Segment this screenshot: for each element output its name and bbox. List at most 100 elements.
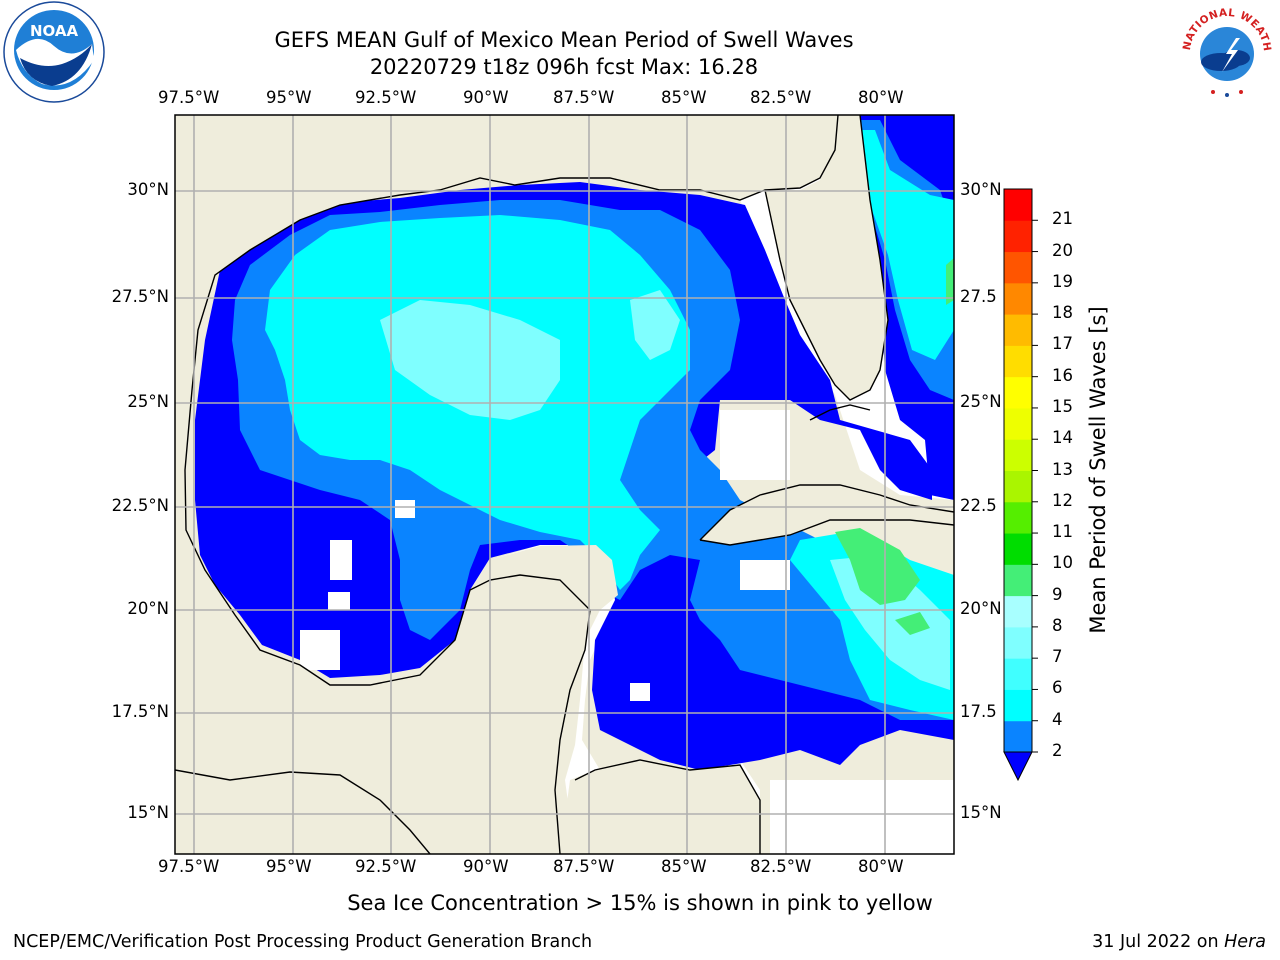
colorbar-tick-label: 8 [1052, 615, 1063, 635]
colorbar-tick-label: 17 [1052, 334, 1073, 354]
lat-tick-left: 27.5°N [111, 287, 169, 306]
nws-logo: NATIONAL WEATHER SERVICE [1172, 0, 1278, 104]
coastline-gulf [184, 115, 839, 854]
lon-tick-top: 95°W [266, 88, 312, 107]
date-stamp: 31 Jul 2022 on Hera [1092, 932, 1266, 952]
lon-tick-bottom: 92.5°W [355, 857, 417, 876]
period-band-8-9-b [630, 290, 680, 360]
colorbar-segment [1004, 595, 1032, 628]
sea-ice-note: Sea Ice Concentration > 15% is shown in … [347, 891, 933, 915]
lat-tick-right: 30°N [960, 180, 1002, 199]
central-america-land [560, 760, 760, 854]
florida-land [765, 115, 888, 400]
atlantic-band-9-10 [946, 258, 954, 305]
lon-tick-bottom: 85°W [661, 857, 707, 876]
lon-tick-bottom: 87.5°W [553, 857, 615, 876]
no-data-patch [300, 630, 340, 670]
lat-tick-left: 22.5°N [111, 496, 169, 515]
texas-coast-land [175, 115, 840, 685]
no-data-patch [740, 560, 790, 590]
chart-subtitle: 20220729 t18z 096h fcst Max: 16.28 [369, 55, 759, 79]
colorbar-segment [1004, 689, 1032, 722]
colorbar-segment [1004, 345, 1032, 378]
colorbar-tick-label: 10 [1052, 553, 1073, 573]
colorbar-extend-triangle [1003, 751, 1033, 782]
colorbar-segment [1004, 251, 1032, 284]
period-band-9-10-b [895, 612, 930, 635]
credit-text: NCEP/EMC/Verification Post Processing Pr… [13, 932, 593, 952]
colorbar-segment [1004, 720, 1032, 753]
cuba-land [700, 485, 954, 545]
colorbar-tick-label: 4 [1052, 709, 1063, 729]
noaa-logo: NOAA [2, 0, 106, 104]
yucatan-land [175, 545, 618, 854]
colorbar-segment [1004, 533, 1032, 565]
no-data-patch [720, 410, 790, 480]
graticule [175, 115, 954, 854]
mexico-land [175, 575, 590, 854]
lon-tick-bottom: 97.5°W [158, 857, 220, 876]
lon-tick-bottom: 90°W [463, 857, 509, 876]
coastline-pacific [175, 769, 431, 854]
colorbar-tick-label: 19 [1052, 271, 1073, 291]
colorbar-tick-label: 11 [1052, 522, 1073, 542]
lon-tick-top: 80°W [858, 88, 904, 107]
colorbar-segment [1004, 220, 1032, 253]
no-data-patch [770, 780, 954, 854]
lon-tick-bottom: 80°W [858, 857, 904, 876]
date-text: 31 Jul 2022 on [1092, 932, 1219, 952]
chart-title: GEFS MEAN Gulf of Mexico Mean Period of … [274, 28, 854, 52]
colorbar-segment [1004, 376, 1032, 409]
colorbar-tick-label: 18 [1052, 303, 1073, 323]
lon-tick-top: 87.5°W [553, 88, 615, 107]
no-data-patch [395, 500, 415, 518]
colorbar-segment [1004, 189, 1032, 221]
colorbar-tick-label: 20 [1052, 240, 1073, 260]
colorbar-segment [1004, 626, 1032, 659]
no-data-patch [630, 683, 650, 701]
lon-tick-top: 85°W [661, 88, 707, 107]
lon-tick-bottom: 82.5°W [750, 857, 812, 876]
coastline-central-america [574, 759, 761, 854]
lat-tick-left: 20°N [127, 599, 169, 618]
colorbar-tick-label: 21 [1052, 209, 1073, 229]
colorbar-tick-label: 9 [1052, 584, 1063, 604]
lat-tick-left: 30°N [127, 180, 169, 199]
lat-tick-right: 27.5 [960, 287, 997, 306]
lat-tick-left: 17.5°N [111, 702, 169, 721]
colorbar-tick-label: 14 [1052, 428, 1073, 448]
colorbar-segment [1004, 501, 1032, 534]
lon-tick-top: 92.5°W [355, 88, 417, 107]
colorbar-tick-label: 16 [1052, 365, 1073, 385]
lon-tick-top: 97.5°W [158, 88, 220, 107]
colorbar-tick-label: 6 [1052, 678, 1063, 698]
colorbar-segment [1004, 314, 1032, 346]
lat-tick-left: 25°N [127, 392, 169, 411]
colorbar-tick-label: 15 [1052, 396, 1073, 416]
lat-tick-left: 15°N [127, 803, 169, 822]
colorbar-segment [1004, 470, 1032, 503]
lon-tick-top: 90°W [463, 88, 509, 107]
lat-tick-right: 17.5 [960, 702, 997, 721]
lat-tick-right: 15°N [960, 803, 1002, 822]
no-data-patch [328, 592, 350, 610]
colorbar-tick-label: 7 [1052, 647, 1063, 667]
colorbar-segment [1004, 439, 1032, 471]
colorbar-segment [1004, 407, 1032, 440]
no-data-patch [330, 540, 352, 580]
colorbar-label: Mean Period of Swell Waves [s] [1086, 306, 1110, 634]
map-frame [174, 114, 955, 855]
host-text: Hera [1224, 932, 1266, 952]
coastline-keys [809, 404, 871, 421]
svg-text:NOAA: NOAA [30, 22, 79, 40]
colorbar-segment [1004, 658, 1032, 690]
coastline-florida [764, 115, 889, 401]
lon-tick-bottom: 95°W [266, 857, 312, 876]
lon-tick-top: 82.5°W [750, 88, 812, 107]
lat-tick-right: 22.5 [960, 496, 997, 515]
colorbar-tick-label: 12 [1052, 490, 1073, 510]
lat-tick-right: 20°N [960, 599, 1002, 618]
lat-tick-right: 25°N [960, 392, 1002, 411]
